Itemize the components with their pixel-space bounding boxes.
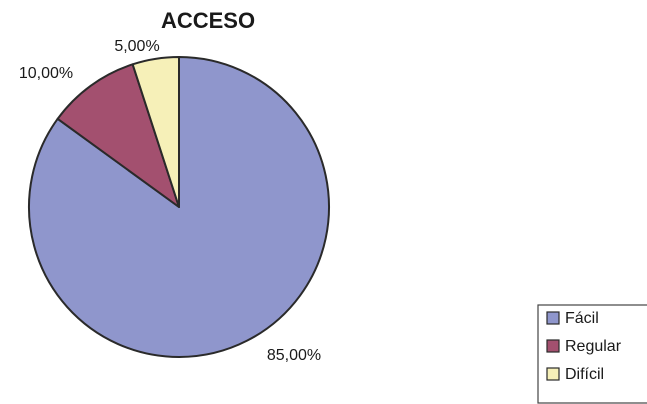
legend-swatch-0 <box>546 311 560 325</box>
legend-swatch-2 <box>546 367 560 381</box>
legend-label-0: Fácil <box>565 310 599 327</box>
pie-slice-regular <box>56 63 180 208</box>
chart-title: ACCESO <box>161 8 255 33</box>
data-label-1: 10,00% <box>19 65 73 82</box>
legend-label-2: Difícil <box>565 366 604 383</box>
data-label-2: 5,00% <box>114 38 159 55</box>
data-label-0: 85,00% <box>267 347 321 364</box>
pie-slices <box>28 56 330 358</box>
legend: Fácil Regular Difícil <box>537 304 647 404</box>
legend-swatch-1 <box>546 339 560 353</box>
data-labels: 85,00% 10,00% 5,00% <box>19 38 321 364</box>
pie-slice-dificil <box>131 56 180 208</box>
legend-label-1: Regular <box>565 338 622 355</box>
